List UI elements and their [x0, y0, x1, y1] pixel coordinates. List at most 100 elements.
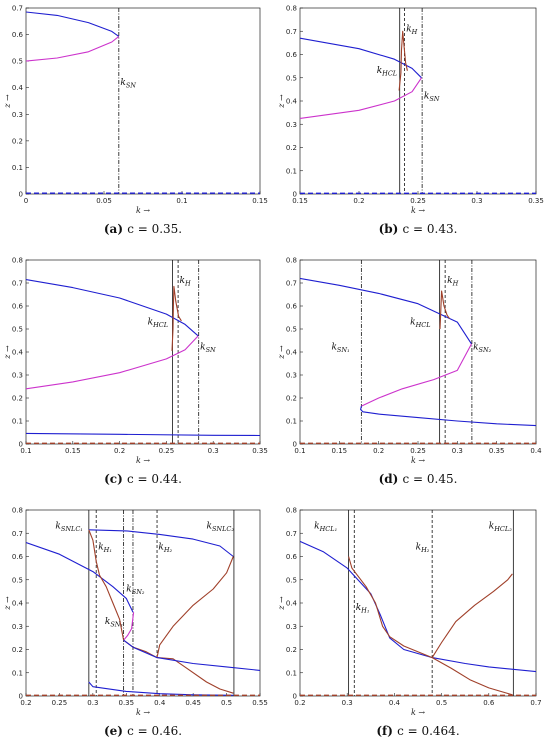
bifurcation-annotation: kSN₁: [105, 617, 123, 629]
y-tick-label: 0.2: [12, 395, 23, 403]
panel-c: 0.1 0.15 0.2 0.25 0.3 0.3500.10.20.30.40.50.6…: [3, 257, 268, 487]
y-tick-label: 0: [293, 693, 297, 701]
caption-text: c = 0.43.: [403, 222, 458, 236]
panel-caption: (f) c = 0.464.: [376, 724, 459, 738]
bifurcation-annotation: kH: [447, 276, 458, 288]
bifurcation-annotation: kHCL₂: [489, 522, 512, 534]
bifurcation-annotation: kH₁: [356, 603, 370, 615]
y-tick-label: 0.7: [12, 280, 23, 288]
y-axis-label: z →: [277, 94, 286, 109]
x-axis-label: k →: [411, 708, 425, 717]
panel-b: 0.15 0.2 0.25 0.3 0.35 0 0.1 0.2 0.3 0.4 0.5 0.6 0.7…: [277, 5, 544, 237]
plot-area: [300, 510, 536, 696]
panel-caption: (c) c = 0.44.: [104, 472, 182, 486]
y-tick-label: 0.3: [286, 372, 297, 380]
x-axis-label: k →: [411, 456, 425, 465]
series-line-blue: [360, 405, 536, 427]
y-tick-label: 0.1: [12, 164, 23, 172]
bifurcation-annotation: kH: [180, 276, 191, 288]
caption-label: (e): [104, 724, 127, 738]
x-tick-label: 0.25: [52, 699, 68, 707]
caption-label: (a): [104, 222, 127, 236]
y-tick-label: 0.5: [12, 326, 23, 334]
y-tick-label: 0.7: [286, 280, 297, 288]
y-axis-label: z →: [3, 94, 12, 109]
x-tick-label: 0.6: [483, 699, 495, 707]
x-tick-label: 0.35: [118, 699, 134, 707]
y-tick-label: 0: [293, 191, 297, 199]
x-tick-label: 0.3: [342, 699, 353, 707]
y-axis-label: z →: [277, 345, 286, 360]
series-line-brown: [439, 290, 450, 330]
y-tick-label: 0.4: [286, 98, 298, 106]
caption-label: (b): [379, 222, 403, 236]
y-tick-label: 0.7: [286, 530, 297, 538]
series-line-brown: [88, 529, 125, 641]
bifurcation-annotation: kHCL: [148, 317, 168, 329]
bifurcation-annotation: kH: [406, 24, 417, 36]
plot-frame: [25, 259, 261, 445]
y-tick-label: 0.4: [12, 84, 24, 92]
series-line-blue: [26, 541, 134, 613]
x-tick-label: 0.1: [294, 447, 305, 455]
caption-text: c = 0.464.: [397, 724, 460, 738]
series-line-blue: [88, 529, 234, 557]
bifurcation-annotation: kH₁: [98, 543, 112, 555]
panel-d: 0.1 0.15 0.2 0.25 0.3 0.35 0.400.10.20.30.40.5…: [277, 257, 542, 487]
x-tick-label: 0.25: [410, 197, 426, 205]
series-line-brown: [123, 639, 234, 694]
x-tick-label: 0.4: [154, 699, 166, 707]
y-tick-label: 0.4: [12, 600, 24, 608]
panel-f: 0.2 0.3 0.4 0.5 0.6 0.7 0 0.1 0.2 0.3 0.4 0.5 0.6 0.7…: [277, 507, 542, 739]
plot-area: [26, 8, 260, 194]
panel-caption: (b) c = 0.43.: [379, 222, 458, 236]
bifurcation-annotation: kHCL: [377, 66, 397, 78]
panel-e: 0.2 0.25 0.3 0.35 0.4 0.45 0.5 0.55 0 0.1 0.2 0.3 0.…: [3, 507, 268, 739]
x-tick-label: 0.05: [96, 197, 112, 205]
y-tick-label: 0.3: [286, 623, 297, 631]
series-line-blue: [300, 540, 536, 673]
x-axis-label: k →: [136, 206, 150, 215]
x-tick-label: 0.5: [221, 699, 232, 707]
caption-text: c = 0.45.: [403, 472, 458, 486]
y-tick-label: 0.2: [286, 646, 297, 654]
bifurcation-annotation: kSN: [200, 343, 216, 355]
plot-area: [26, 510, 260, 696]
y-tick-label: 0.2: [286, 144, 297, 152]
bifurcation-annotation: kH₂: [416, 543, 430, 555]
series-line-blue: [26, 11, 120, 37]
y-tick-label: 0.6: [286, 303, 298, 311]
series-line-blue: [300, 277, 472, 345]
y-tick-label: 0.1: [286, 418, 297, 426]
bifurcation-annotation: kSN₂: [473, 343, 492, 355]
y-tick-label: 0.6: [12, 553, 24, 561]
x-tick-label: 0: [24, 197, 28, 205]
x-tick-label: 0.3: [452, 447, 463, 455]
x-tick-label: 0.35: [252, 447, 268, 455]
y-axis-label: z →: [277, 596, 286, 611]
bifurcation-annotation: kHCL₁: [314, 522, 337, 534]
caption-text: c = 0.35.: [127, 222, 182, 236]
y-tick-label: 0.3: [12, 111, 23, 119]
series-line-magenta: [26, 335, 199, 390]
y-tick-label: 0.2: [12, 137, 23, 145]
plot-area: [26, 260, 260, 444]
plot-area: [300, 8, 536, 194]
y-tick-label: 0.7: [12, 5, 23, 13]
bifurcation-annotation: kSN₁: [331, 343, 349, 355]
bifurcation-annotation: kSNLC₁: [55, 522, 83, 534]
y-tick-label: 0.8: [12, 507, 23, 515]
x-tick-label: 0.2: [20, 699, 31, 707]
caption-text: c = 0.44.: [127, 472, 182, 486]
y-tick-label: 0.6: [286, 553, 298, 561]
y-tick-label: 0.2: [12, 646, 23, 654]
x-tick-label: 0.3: [471, 197, 482, 205]
y-axis-label: z →: [3, 345, 12, 360]
y-tick-label: 0.2: [286, 395, 297, 403]
caption-text: c = 0.46.: [127, 724, 182, 738]
y-tick-label: 0.5: [286, 576, 297, 584]
series-line-brown: [431, 573, 513, 658]
x-axis-label: k →: [136, 456, 150, 465]
y-tick-label: 0.8: [286, 5, 297, 13]
x-tick-label: 0.1: [176, 197, 187, 205]
